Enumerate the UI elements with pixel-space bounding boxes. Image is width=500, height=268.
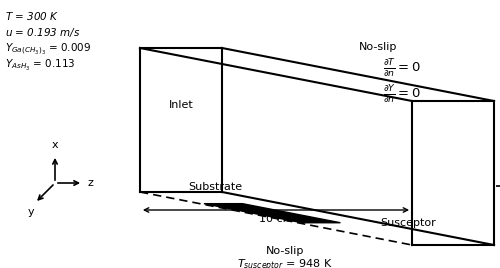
Text: z: z bbox=[88, 178, 94, 188]
Text: $Y_{AsH_3}$ = 0.113: $Y_{AsH_3}$ = 0.113 bbox=[5, 58, 76, 73]
Text: x: x bbox=[52, 140, 59, 150]
Text: Substrate: Substrate bbox=[188, 182, 242, 192]
Text: $\frac{\partial Y}{\partial n} = 0$: $\frac{\partial Y}{\partial n} = 0$ bbox=[383, 83, 421, 106]
Text: $\frac{\partial T}{\partial n} = 0$: $\frac{\partial T}{\partial n} = 0$ bbox=[383, 57, 421, 80]
Text: y: y bbox=[28, 207, 34, 217]
Text: $Y_{Ga(CH_3)_3}$ = 0.009: $Y_{Ga(CH_3)_3}$ = 0.009 bbox=[5, 42, 91, 57]
Text: Inlet: Inlet bbox=[168, 100, 194, 110]
Text: $u$ = 0.193 m/s: $u$ = 0.193 m/s bbox=[5, 26, 80, 39]
Text: No-slip: No-slip bbox=[359, 42, 397, 51]
Text: 10 cm: 10 cm bbox=[259, 214, 293, 224]
Polygon shape bbox=[204, 204, 340, 223]
Text: Susceptor: Susceptor bbox=[380, 218, 436, 228]
Text: No-slip: No-slip bbox=[266, 246, 304, 256]
Text: $T_{susceptor}$ = 948 K: $T_{susceptor}$ = 948 K bbox=[237, 258, 333, 268]
Text: $T$ = 300 K: $T$ = 300 K bbox=[5, 10, 59, 22]
